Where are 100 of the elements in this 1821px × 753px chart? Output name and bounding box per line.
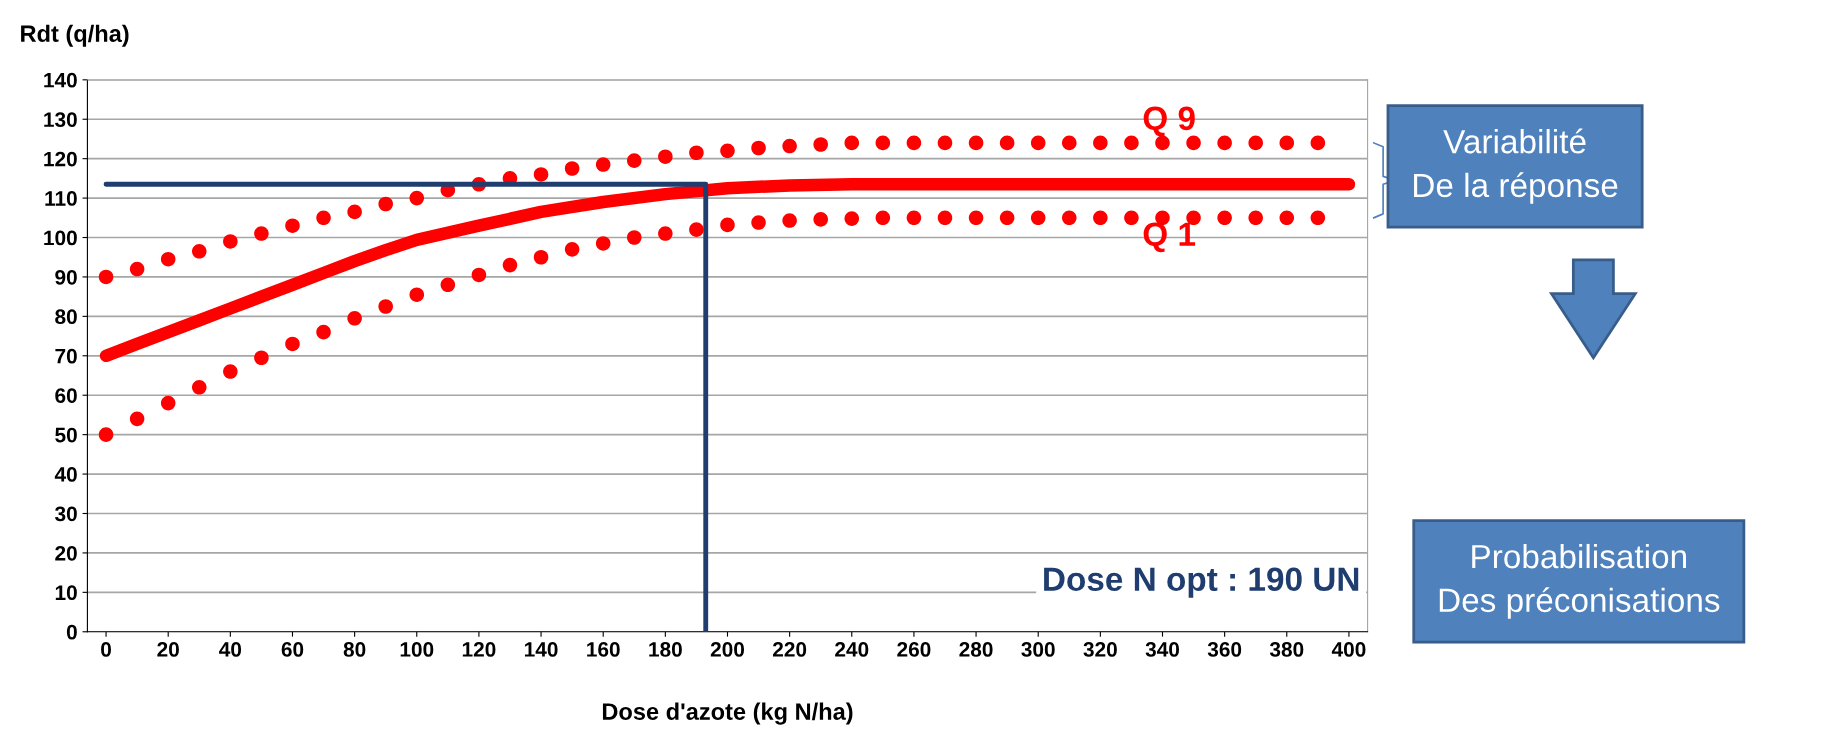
point (533, 249, 549, 265)
point (968, 135, 984, 151)
x-tick-label: 60 (281, 642, 304, 657)
point (937, 210, 953, 226)
point (223, 234, 238, 249)
point (626, 153, 642, 168)
point (98, 269, 114, 285)
point (378, 299, 393, 314)
x-tick-label: 240 (835, 642, 869, 657)
y-tick-label: 60 (55, 388, 77, 403)
point (1248, 210, 1263, 226)
point (285, 218, 300, 233)
point (689, 145, 704, 161)
point (316, 210, 331, 226)
point (844, 211, 860, 226)
point (1062, 135, 1077, 151)
point (906, 210, 922, 226)
text: Variabilité De la réponse (1414, 128, 1618, 204)
point (968, 210, 984, 226)
text: Probabilisation Des préconisations (1439, 543, 1720, 619)
point (440, 277, 456, 293)
point (409, 287, 425, 302)
point (1093, 135, 1108, 151)
point (160, 251, 176, 267)
point (160, 395, 176, 411)
point (720, 143, 735, 159)
point (316, 324, 331, 340)
y-axis-title: Rdt (q/ha) (21, 24, 129, 47)
x-tick-label: 220 (772, 642, 807, 657)
point (875, 210, 891, 226)
x-tick-label: 340 (1145, 642, 1180, 657)
x-tick-label: 140 (524, 642, 558, 657)
point (223, 364, 238, 379)
y-tick-label: 70 (55, 348, 77, 364)
point (1279, 135, 1295, 151)
point (564, 242, 580, 257)
y-tick-label: 130 (44, 112, 77, 128)
x-tick-label: 0 (101, 642, 111, 657)
point (191, 380, 207, 395)
point (378, 196, 393, 212)
point (906, 135, 922, 151)
y-tick-label: 0 (66, 624, 77, 640)
point (658, 226, 673, 241)
point (1279, 210, 1295, 226)
point (409, 190, 425, 206)
point (1217, 135, 1232, 151)
point (595, 157, 611, 172)
point (813, 212, 828, 227)
point (751, 215, 766, 230)
point (564, 161, 580, 176)
x-tick-label: 160 (587, 642, 620, 657)
x-tick-label: 80 (343, 642, 366, 657)
point (1093, 210, 1108, 226)
point (844, 135, 860, 151)
point (191, 244, 207, 259)
point (751, 140, 766, 156)
point (1217, 210, 1232, 226)
x-tick-label: 360 (1207, 642, 1242, 657)
point (1030, 135, 1046, 151)
point (937, 135, 953, 151)
point (98, 427, 114, 442)
point (658, 149, 673, 164)
y-tick-label: 100 (44, 230, 77, 246)
y-tick-label: 50 (55, 427, 77, 443)
x-tick-label: 320 (1083, 642, 1117, 657)
point (1248, 135, 1263, 151)
point (875, 135, 891, 151)
x-axis-title: Dose d'azote (kg N/ha) (602, 702, 853, 725)
point (129, 261, 145, 277)
point (813, 137, 828, 152)
point (999, 135, 1015, 151)
point (347, 311, 362, 326)
point (1186, 135, 1201, 151)
point (471, 267, 487, 283)
x-tick-label: 120 (462, 642, 496, 657)
annotation: Dose N opt : 190 UN (1044, 567, 1359, 598)
x-tick-label: 280 (959, 642, 993, 657)
x-tick-label: 300 (1021, 642, 1055, 657)
x-tick-label: 180 (649, 642, 682, 657)
point (1155, 135, 1170, 151)
annotation: Q 1 (1143, 222, 1196, 253)
x-tick-label: 20 (157, 642, 179, 657)
point (254, 350, 269, 366)
x-tick-label: 400 (1331, 642, 1366, 657)
point (533, 167, 549, 182)
y-tick-label: 30 (54, 506, 77, 522)
point (1124, 210, 1139, 226)
point (502, 257, 518, 273)
x-tick-label: 40 (219, 642, 242, 657)
point (1062, 210, 1077, 226)
y-tick-label: 40 (54, 467, 77, 482)
y-tick-label: 120 (44, 151, 77, 167)
y-tick-label: 10 (55, 585, 77, 601)
y-tick-label: 140 (44, 72, 77, 88)
x-tick-label: 260 (897, 642, 931, 657)
y-tick-label: 110 (45, 191, 77, 206)
point (347, 204, 362, 220)
x-tick-label: 200 (710, 642, 745, 657)
point (1030, 210, 1046, 226)
point (1310, 135, 1326, 151)
